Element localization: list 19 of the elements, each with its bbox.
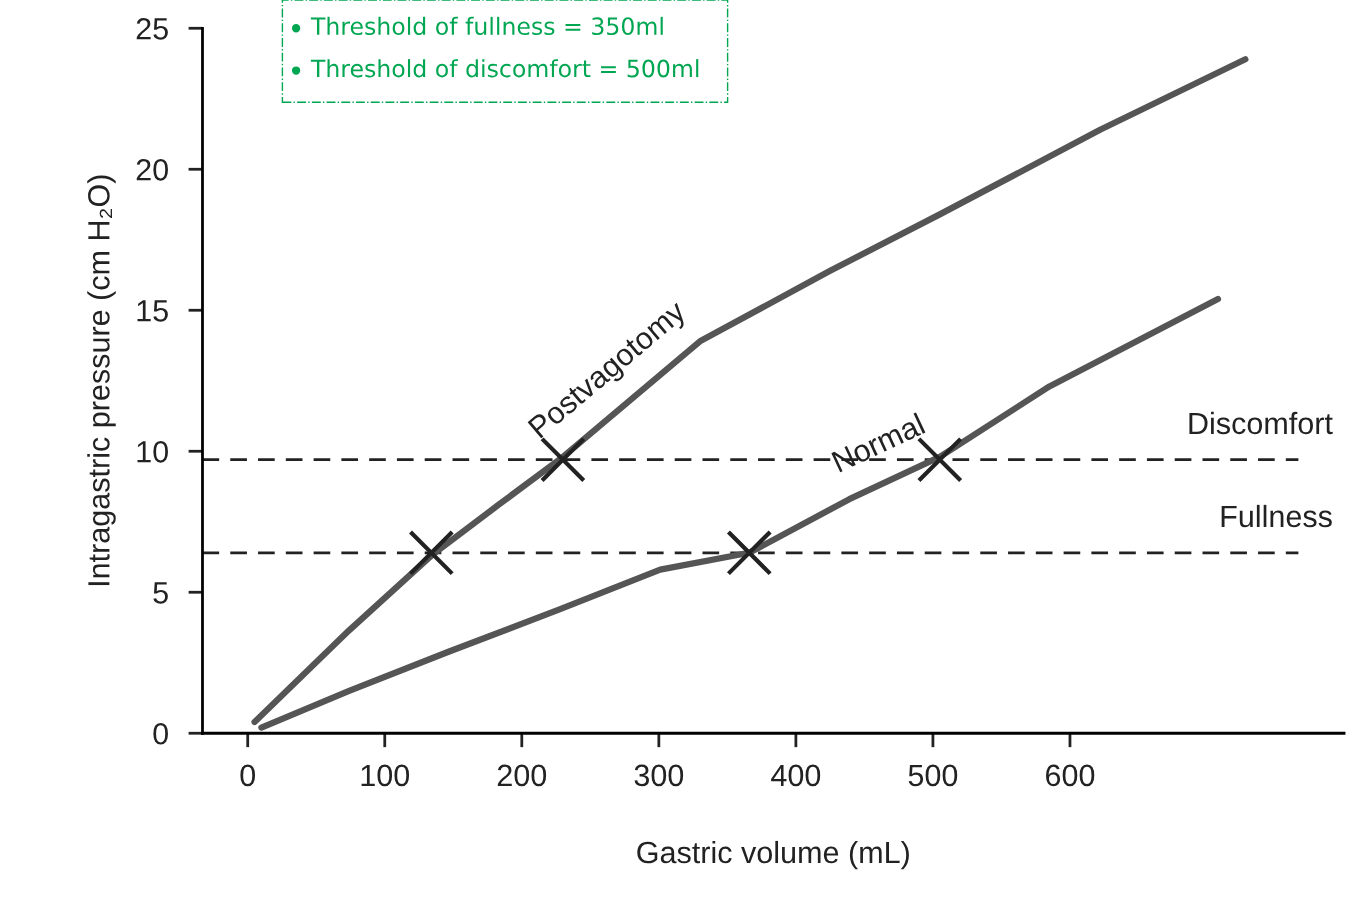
y-tick-label: 15 <box>137 300 168 322</box>
y-axis-title: Intragastric pressure (cm H₂O) <box>87 175 116 586</box>
annotation: Threshold of discomfort = 500ml <box>310 59 699 78</box>
y-tick-label: 5 <box>153 582 168 604</box>
y-tick-label: 20 <box>136 159 168 181</box>
x-tick-label: 100 <box>361 764 410 787</box>
x-tick-label: 600 <box>1046 764 1095 787</box>
ref-line-label: Discomfort <box>1189 411 1333 435</box>
x-tick-label: 500 <box>908 764 958 787</box>
annotation: Threshold of fullness = 350ml <box>310 16 663 36</box>
x-axis-title: Gastric volume (mL) <box>637 840 909 870</box>
y-tick-label: 0 <box>153 722 168 745</box>
y-tick-label: 10 <box>137 440 168 463</box>
ref-line-label: Fullness <box>1221 504 1332 528</box>
x-tick-label: 400 <box>771 764 821 787</box>
x-tick-label: 300 <box>634 764 684 787</box>
x-tick-label: 200 <box>497 764 547 787</box>
x-tick-label: 0 <box>240 764 256 787</box>
y-tick-label: 25 <box>136 18 168 40</box>
